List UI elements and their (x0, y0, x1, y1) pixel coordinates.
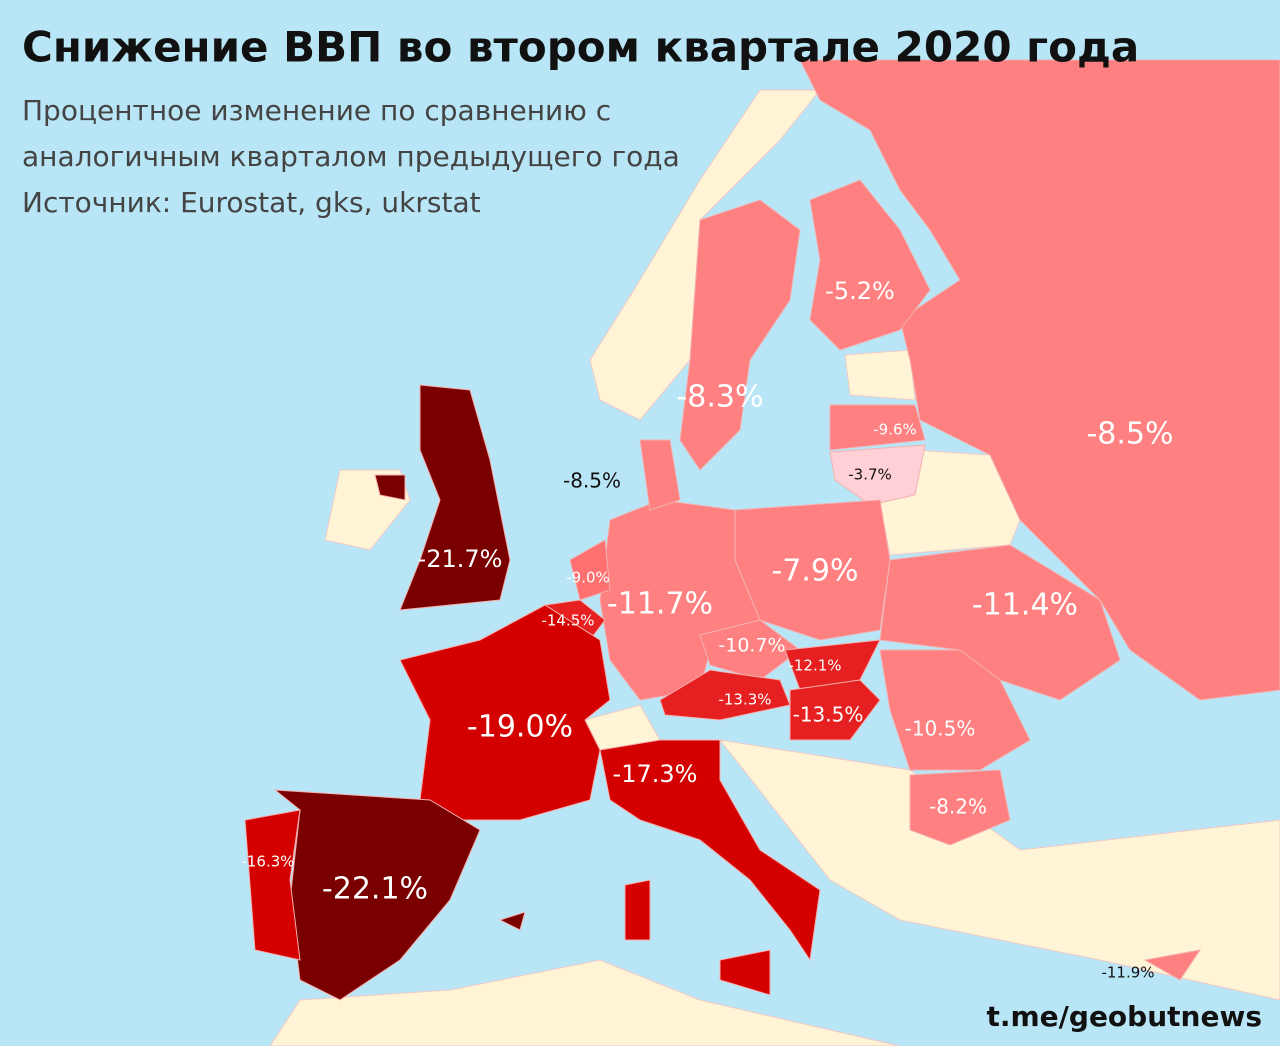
region (679, 199, 801, 471)
region (829, 404, 926, 451)
region (789, 679, 881, 741)
region-label: -3.7% (848, 466, 892, 484)
region-label: -22.1% (322, 872, 428, 907)
region (374, 384, 511, 611)
region (1143, 949, 1202, 981)
region (273, 789, 526, 1001)
region-label: -11.4% (972, 588, 1078, 623)
region (829, 444, 926, 506)
region-label: -7.9% (771, 554, 858, 589)
subtitle: аналогичным кварталом предыдущего года (22, 140, 680, 173)
region-label: -8.2% (929, 795, 987, 819)
region (879, 649, 1031, 771)
land (844, 349, 916, 401)
region-label: -9.6% (873, 421, 917, 439)
region (909, 769, 1011, 846)
region-label: -17.3% (613, 760, 698, 788)
region-label: -11.7% (607, 587, 713, 622)
region-label: -9.0% (566, 569, 610, 587)
region-label: -13.3% (718, 691, 771, 709)
region-label: -16.3% (241, 853, 294, 871)
region (569, 539, 611, 601)
region (639, 439, 681, 511)
region (244, 809, 301, 961)
region-label: -21.7% (418, 545, 503, 573)
region-label: -10.7% (718, 635, 785, 657)
region (809, 179, 931, 351)
region (879, 544, 1121, 701)
region-label: -13.5% (793, 703, 864, 727)
region-label: -12.1% (788, 657, 841, 675)
region-label: -11.9% (1101, 964, 1154, 982)
region (699, 619, 801, 681)
region-label: -8.3% (676, 380, 763, 415)
region-label: -5.2% (825, 277, 895, 305)
region (599, 739, 821, 996)
subtitle: Процентное изменение по сравнению с (22, 94, 611, 127)
region-label: -19.0% (467, 710, 573, 745)
region-label: -14.5% (541, 612, 594, 630)
title: Снижение ВВП во втором квартале 2020 год… (22, 23, 1139, 72)
region-label: -10.5% (905, 717, 976, 741)
region-label: -8.5% (1086, 417, 1173, 452)
region (799, 59, 1280, 701)
source: Источник: Eurostat, gks, ukrstat (22, 186, 481, 219)
region-label: -8.5% (563, 469, 621, 493)
credit: t.me/geobutnews (986, 1000, 1262, 1033)
